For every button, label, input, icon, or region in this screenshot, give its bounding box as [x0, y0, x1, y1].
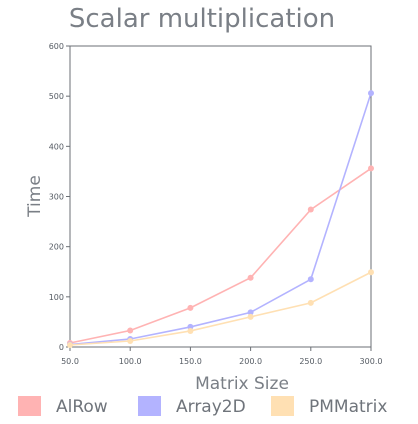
y-tick-label: 0 [59, 343, 64, 352]
data-point-alrow [187, 304, 194, 311]
x-tick-label: 50.0 [61, 357, 79, 366]
legend-item-alrow: AlRow [18, 396, 108, 417]
y-tick-label: 200 [49, 243, 64, 252]
x-tick-label: 100.0 [119, 357, 142, 366]
series-layer [67, 90, 374, 348]
legend: AlRow Array2D PMMatrix [18, 396, 387, 417]
y-tick-label: 600 [49, 42, 64, 51]
data-point-pmmatrix [368, 269, 374, 276]
y-axis: 0 100 200 300 400 500 600 [49, 42, 70, 352]
x-axis: 50.0 100.0 150.0 200.0 250.0 300.0 [61, 347, 382, 366]
data-point-alrow [127, 327, 134, 334]
data-point-alrow [368, 165, 374, 172]
data-point-pmmatrix [127, 337, 134, 344]
data-point-pmmatrix [187, 327, 194, 334]
y-tick-label: 100 [49, 293, 64, 302]
plot-frame [69, 45, 372, 348]
chart-title: Scalar multiplication [69, 4, 335, 34]
x-tick-label: 200.0 [239, 357, 262, 366]
y-tick-label: 500 [49, 92, 64, 101]
legend-label-pmmatrix: PMMatrix [309, 397, 387, 417]
x-tick-label: 250.0 [299, 357, 322, 366]
data-point-alrow [307, 206, 314, 213]
legend-item-array2d: Array2D [138, 396, 246, 417]
data-point-pmmatrix [307, 299, 314, 306]
series-line-pmmatrix [69, 271, 372, 346]
data-point-pmmatrix [67, 341, 73, 348]
legend-label-array2d: Array2D [176, 397, 246, 417]
legend-item-pmmatrix: PMMatrix [271, 396, 387, 417]
x-tick-label: 150.0 [179, 357, 202, 366]
y-tick-label: 400 [49, 142, 64, 151]
data-point-array2d [307, 276, 314, 283]
legend-label-alrow: AlRow [56, 397, 108, 417]
legend-swatch-array2d [138, 396, 161, 416]
y-axis-label: Time [25, 175, 45, 218]
legend-swatch-pmmatrix [271, 396, 294, 416]
series-array2d [67, 90, 374, 348]
x-tick-label: 300.0 [360, 357, 383, 366]
series-line-array2d [69, 92, 372, 346]
data-point-array2d [368, 90, 374, 97]
y-tick-label: 300 [49, 193, 64, 202]
series-pmmatrix [67, 269, 374, 348]
plot-border [69, 45, 372, 348]
data-point-alrow [247, 274, 254, 281]
series-alrow [67, 165, 374, 346]
data-point-array2d [247, 309, 254, 316]
series-line-alrow [69, 167, 372, 344]
x-axis-label: Matrix Size [195, 374, 289, 394]
legend-swatch-alrow [18, 396, 41, 416]
data-point-pmmatrix [247, 313, 254, 320]
